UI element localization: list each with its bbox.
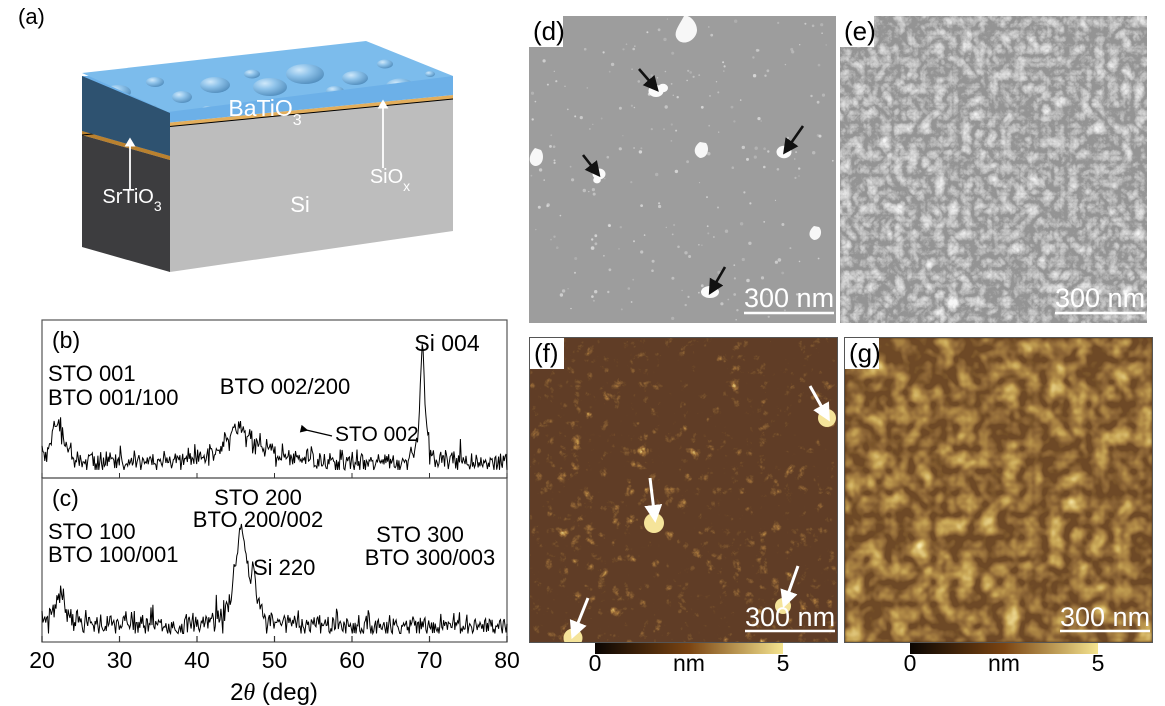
- svg-text:nm: nm: [988, 650, 1020, 671]
- svg-text:5: 5: [1092, 650, 1105, 671]
- svg-text:40: 40: [184, 647, 210, 673]
- svg-text:BTO 001/100: BTO 001/100: [48, 385, 178, 410]
- svg-text:BTO 200/002: BTO 200/002: [193, 507, 323, 532]
- svg-text:nm: nm: [673, 650, 705, 671]
- svg-text:Si 220: Si 220: [253, 555, 315, 580]
- svg-text:300 nm: 300 nm: [1060, 602, 1150, 632]
- svg-text:5: 5: [777, 650, 790, 671]
- svg-text:30: 30: [107, 647, 133, 673]
- svg-text:50: 50: [262, 647, 288, 673]
- svg-text:80: 80: [494, 647, 520, 673]
- svg-text:60: 60: [339, 647, 365, 673]
- svg-text:(b): (b): [52, 327, 80, 353]
- svg-text:300 nm: 300 nm: [1055, 283, 1145, 313]
- svg-text:300 nm: 300 nm: [745, 602, 835, 632]
- svg-text:300 nm: 300 nm: [744, 283, 834, 313]
- svg-text:BTO 002/200: BTO 002/200: [220, 374, 350, 399]
- svg-text:70: 70: [417, 647, 443, 673]
- svg-text:Si 004: Si 004: [414, 330, 479, 356]
- svg-text:(g): (g): [849, 338, 881, 368]
- svg-text:BTO 300/003: BTO 300/003: [365, 545, 495, 570]
- svg-text:BTO 100/001: BTO 100/001: [48, 542, 178, 567]
- svg-text:Si: Si: [290, 192, 310, 217]
- svg-text:(f): (f): [534, 338, 559, 368]
- svg-text:(e): (e): [844, 16, 876, 46]
- svg-text:STO 002: STO 002: [335, 423, 419, 446]
- svg-text:STO 100: STO 100: [48, 519, 136, 544]
- svg-text:0: 0: [904, 650, 917, 671]
- svg-text:20: 20: [29, 647, 55, 673]
- svg-text:0: 0: [589, 650, 602, 671]
- svg-text:2θ (deg): 2θ (deg): [230, 679, 318, 706]
- svg-text:(c): (c): [52, 485, 79, 511]
- svg-text:(d): (d): [533, 16, 565, 46]
- svg-text:STO 001: STO 001: [48, 361, 136, 386]
- svg-text:STO 300: STO 300: [376, 522, 464, 547]
